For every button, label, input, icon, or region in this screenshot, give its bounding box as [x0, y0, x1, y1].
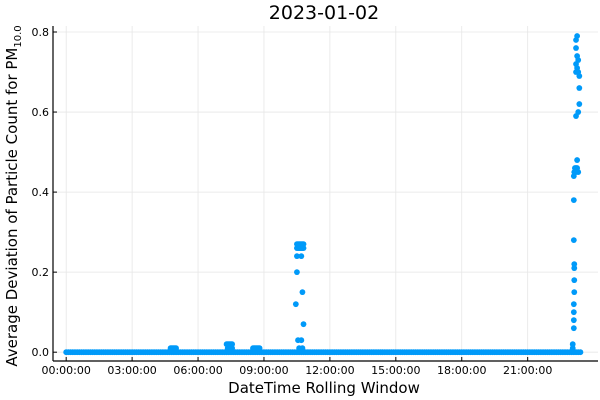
data-point: [575, 109, 582, 115]
data-point: [570, 317, 577, 324]
y-axis-label: Average Deviation of Particle Count for …: [3, 25, 24, 366]
x-tick-label: 09:00:00: [239, 364, 288, 377]
data-point: [570, 197, 577, 204]
data-point: [576, 73, 583, 79]
data-point: [570, 309, 577, 316]
data-point: [299, 289, 306, 296]
data-point: [173, 345, 179, 352]
data-point: [569, 345, 576, 352]
data-point: [571, 261, 578, 268]
data-point: [300, 321, 307, 328]
data-point: [574, 53, 581, 59]
data-point: [573, 45, 579, 51]
chart-title: 2023-01-02: [269, 2, 379, 24]
data-point: [570, 237, 577, 244]
x-tick-label: 00:00:00: [41, 364, 90, 377]
data-point: [574, 157, 581, 163]
data-point: [294, 253, 300, 260]
grid-lines: [53, 26, 598, 361]
data-point: [292, 301, 299, 308]
data-point: [574, 33, 581, 39]
data-point: [300, 241, 307, 248]
x-tick-label: 03:00:00: [107, 364, 156, 377]
tick-labels: 00:00:00 03:00:00 06:00:00 09:00:00 12:00:00…: [32, 26, 553, 377]
data-point: [229, 345, 236, 352]
y-tick-label: 0.2: [32, 266, 50, 279]
y-axis-label-main: Average Deviation of Particle Count for …: [3, 48, 21, 367]
data-points: [63, 33, 584, 356]
data-point: [570, 325, 577, 332]
data-point: [570, 301, 577, 308]
y-tick-label: 0.4: [32, 186, 50, 199]
data-point: [576, 101, 583, 107]
data-point: [294, 269, 300, 276]
x-tick-label: 18:00:00: [437, 364, 486, 377]
y-tick-label: 0.0: [32, 346, 50, 359]
data-point: [571, 265, 578, 272]
data-point: [569, 341, 576, 348]
data-point: [256, 345, 263, 352]
y-axis-label-subscript: 10.0: [13, 25, 24, 47]
data-point: [571, 277, 578, 284]
y-tick-label: 0.6: [32, 106, 50, 119]
data-point: [576, 85, 583, 91]
data-point: [577, 349, 584, 356]
data-point: [573, 165, 579, 171]
axes: [52, 26, 598, 362]
data-point: [299, 345, 306, 352]
data-point: [571, 289, 578, 296]
x-tick-label: 12:00:00: [305, 364, 354, 377]
data-point: [298, 337, 305, 344]
data-point: [298, 253, 305, 260]
x-axis-label: DateTime Rolling Window: [228, 379, 420, 397]
x-tick-label: 15:00:00: [371, 364, 420, 377]
x-tick-label: 21:00:00: [503, 364, 552, 377]
y-tick-label: 0.8: [32, 26, 50, 39]
x-tick-label: 06:00:00: [173, 364, 222, 377]
